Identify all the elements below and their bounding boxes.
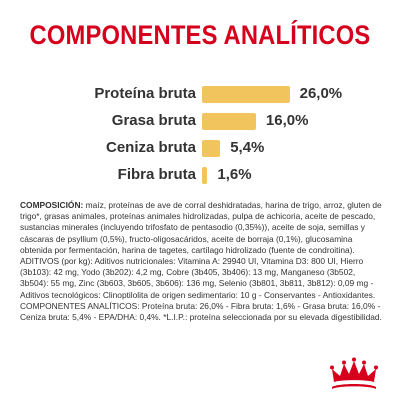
composition-body: maíz, proteínas de ave de corral deshidr… bbox=[20, 200, 382, 323]
page-title: COMPONENTES ANALÍTICOS bbox=[29, 20, 371, 50]
royal-canin-crown-logo-icon bbox=[330, 357, 378, 389]
bar bbox=[202, 167, 208, 184]
bar-value-label: 5,4% bbox=[230, 139, 265, 156]
composition-heading: COMPOSICIÓN: bbox=[20, 200, 84, 210]
bar-value-label: 16,0% bbox=[265, 112, 309, 129]
bar bbox=[202, 113, 256, 130]
analytical-components-chart: Proteína bruta 26,0% Grasa bruta 16,0% Ceniz… bbox=[94, 85, 343, 184]
bar-label: Ceniza bruta bbox=[105, 139, 196, 156]
bar bbox=[202, 86, 290, 103]
bar-value-label: 1,6% bbox=[217, 166, 252, 183]
bar-value-label: 26,0% bbox=[299, 85, 343, 102]
bar-label: Fibra bruta bbox=[117, 166, 196, 183]
bar-label: Proteína bruta bbox=[94, 85, 196, 102]
composition-text: COMPOSICIÓN: maíz, proteínas de ave de c… bbox=[20, 200, 382, 323]
bar-label: Grasa bruta bbox=[111, 112, 196, 129]
bar bbox=[202, 140, 221, 157]
